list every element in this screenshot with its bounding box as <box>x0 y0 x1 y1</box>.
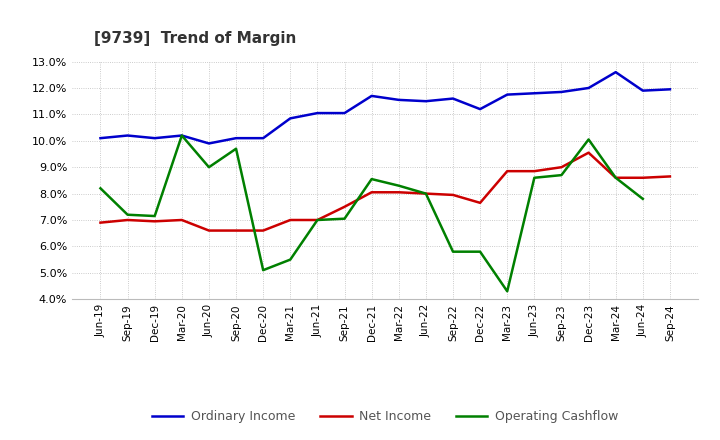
Operating Cashflow <box>341 216 349 221</box>
Ordinary Income <box>96 136 105 141</box>
Net Income <box>557 165 566 170</box>
Ordinary Income <box>150 136 159 141</box>
Net Income <box>259 228 268 233</box>
Net Income <box>341 204 349 209</box>
Net Income <box>421 191 430 196</box>
Line: Net Income: Net Income <box>101 153 670 231</box>
Operating Cashflow <box>611 175 620 180</box>
Ordinary Income <box>178 133 186 138</box>
Ordinary Income <box>530 91 539 96</box>
Ordinary Income <box>204 141 213 146</box>
Net Income <box>503 169 511 174</box>
Net Income <box>232 228 240 233</box>
Ordinary Income <box>341 110 349 116</box>
Ordinary Income <box>639 88 647 93</box>
Operating Cashflow <box>395 183 403 188</box>
Ordinary Income <box>503 92 511 97</box>
Net Income <box>367 190 376 195</box>
Ordinary Income <box>584 85 593 91</box>
Ordinary Income <box>395 97 403 103</box>
Operating Cashflow <box>503 289 511 294</box>
Net Income <box>639 175 647 180</box>
Ordinary Income <box>476 106 485 112</box>
Operating Cashflow <box>449 249 457 254</box>
Net Income <box>286 217 294 223</box>
Operating Cashflow <box>259 268 268 273</box>
Ordinary Income <box>557 89 566 95</box>
Net Income <box>96 220 105 225</box>
Net Income <box>665 174 674 179</box>
Ordinary Income <box>665 87 674 92</box>
Net Income <box>178 217 186 223</box>
Line: Ordinary Income: Ordinary Income <box>101 72 670 143</box>
Operating Cashflow <box>421 191 430 196</box>
Text: [9739]  Trend of Margin: [9739] Trend of Margin <box>94 31 296 46</box>
Net Income <box>204 228 213 233</box>
Operating Cashflow <box>367 176 376 182</box>
Ordinary Income <box>123 133 132 138</box>
Operating Cashflow <box>557 172 566 178</box>
Line: Operating Cashflow: Operating Cashflow <box>101 136 643 291</box>
Net Income <box>313 217 322 223</box>
Ordinary Income <box>286 116 294 121</box>
Operating Cashflow <box>584 137 593 142</box>
Net Income <box>584 150 593 155</box>
Ordinary Income <box>259 136 268 141</box>
Operating Cashflow <box>204 165 213 170</box>
Operating Cashflow <box>96 186 105 191</box>
Ordinary Income <box>611 70 620 75</box>
Net Income <box>150 219 159 224</box>
Operating Cashflow <box>313 217 322 223</box>
Net Income <box>449 192 457 198</box>
Legend: Ordinary Income, Net Income, Operating Cashflow: Ordinary Income, Net Income, Operating C… <box>147 405 624 428</box>
Operating Cashflow <box>232 146 240 151</box>
Operating Cashflow <box>639 196 647 202</box>
Operating Cashflow <box>150 213 159 219</box>
Ordinary Income <box>421 99 430 104</box>
Ordinary Income <box>313 110 322 116</box>
Ordinary Income <box>449 96 457 101</box>
Operating Cashflow <box>530 175 539 180</box>
Net Income <box>611 175 620 180</box>
Net Income <box>476 200 485 205</box>
Net Income <box>395 190 403 195</box>
Operating Cashflow <box>123 212 132 217</box>
Net Income <box>123 217 132 223</box>
Net Income <box>530 169 539 174</box>
Operating Cashflow <box>286 257 294 262</box>
Ordinary Income <box>232 136 240 141</box>
Operating Cashflow <box>476 249 485 254</box>
Operating Cashflow <box>178 133 186 138</box>
Ordinary Income <box>367 93 376 99</box>
